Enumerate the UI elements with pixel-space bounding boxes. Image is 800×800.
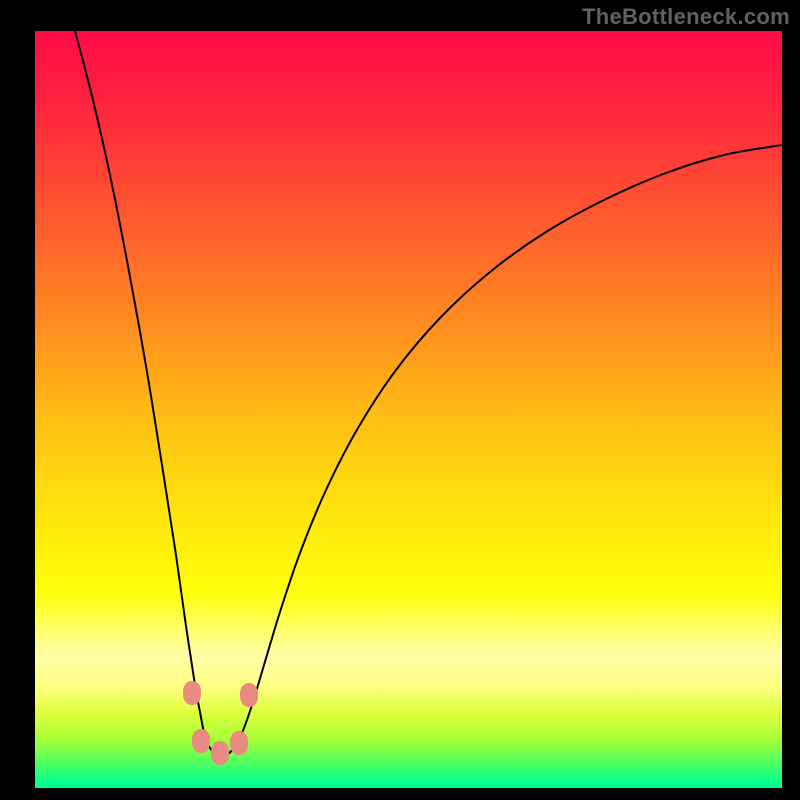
bottleneck-curve — [35, 31, 782, 788]
curve-marker — [240, 683, 258, 707]
watermark-text: TheBottleneck.com — [582, 4, 790, 30]
curve-marker — [211, 741, 229, 765]
curve-marker — [183, 681, 201, 705]
plot-area — [35, 31, 782, 788]
curve-marker — [230, 731, 248, 755]
curve-marker — [192, 729, 210, 753]
